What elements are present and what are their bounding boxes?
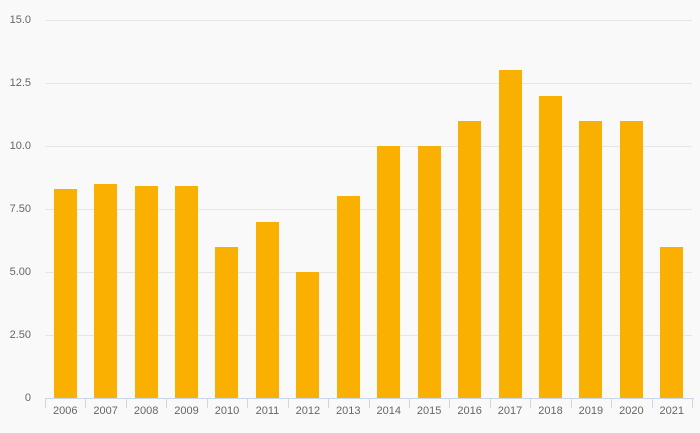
x-axis-tick (530, 399, 532, 408)
y-axis-label: 12.5 (9, 76, 31, 89)
x-axis-tick (125, 399, 127, 408)
gridline (45, 335, 692, 336)
x-axis-tick (692, 399, 693, 408)
x-axis-label: 2006 (52, 405, 78, 417)
x-axis-tick (651, 399, 653, 408)
y-axis-label: 5.00 (9, 265, 31, 278)
x-axis-label: 2014 (376, 405, 401, 417)
bar-2007[interactable] (94, 183, 118, 398)
x-axis-tick (206, 399, 208, 408)
bar-2008[interactable] (134, 186, 158, 398)
bar-2015[interactable] (417, 146, 441, 398)
y-axis-label: 0 (24, 391, 31, 404)
x-axis-label: 2018 (538, 405, 563, 417)
gridline (45, 83, 692, 84)
x-axis-tick (611, 399, 613, 408)
x-axis-tick (408, 399, 410, 408)
x-axis-label: 2021 (659, 405, 685, 417)
x-axis-tick (287, 399, 289, 408)
bar-2016[interactable] (458, 120, 482, 398)
gridline (45, 272, 692, 273)
bar-2021[interactable] (660, 246, 684, 398)
x-axis-label: 2016 (457, 405, 482, 417)
bar-2017[interactable] (498, 70, 522, 398)
y-axis-label: 7.50 (9, 202, 31, 215)
bar-2020[interactable] (619, 120, 643, 398)
x-axis-label: 2011 (255, 405, 280, 417)
x-axis-tick (489, 399, 491, 408)
bar-2006[interactable] (53, 188, 77, 398)
bar-2014[interactable] (377, 146, 401, 398)
bar-2012[interactable] (296, 272, 320, 398)
x-axis-tick (368, 399, 370, 408)
bar-2013[interactable] (336, 196, 360, 398)
x-axis-tick (449, 399, 451, 408)
x-axis-label: 2019 (578, 405, 604, 417)
x-axis-label: 2012 (295, 405, 321, 417)
x-axis-line (45, 398, 694, 399)
x-axis-label: 2010 (214, 405, 240, 417)
y-axis-label: 15.0 (9, 13, 31, 26)
x-axis-tick (247, 399, 249, 408)
bar-2010[interactable] (215, 246, 239, 398)
x-axis-tick (328, 399, 330, 408)
x-axis-tick (45, 399, 46, 408)
x-axis-tick (85, 399, 87, 408)
x-axis-label: 2020 (619, 405, 644, 417)
bar-2018[interactable] (538, 95, 562, 398)
x-axis-label: 2013 (336, 405, 361, 417)
bar-2019[interactable] (579, 120, 603, 398)
gridline (45, 146, 692, 147)
bar-2009[interactable] (175, 186, 199, 398)
gridline (45, 20, 692, 21)
y-axis-label: 10.0 (9, 139, 31, 152)
gridline (45, 209, 692, 210)
bar-2011[interactable] (255, 221, 279, 398)
x-axis-label: 2007 (93, 405, 118, 417)
x-axis-label: 2017 (497, 405, 523, 417)
x-axis-label: 2015 (416, 405, 442, 417)
x-axis-tick (166, 399, 168, 408)
y-axis-label: 2.50 (9, 328, 31, 341)
x-axis-tick (570, 399, 572, 408)
x-axis-label: 2009 (174, 405, 199, 417)
x-axis-label: 2008 (133, 405, 159, 417)
plot-area (45, 20, 692, 398)
